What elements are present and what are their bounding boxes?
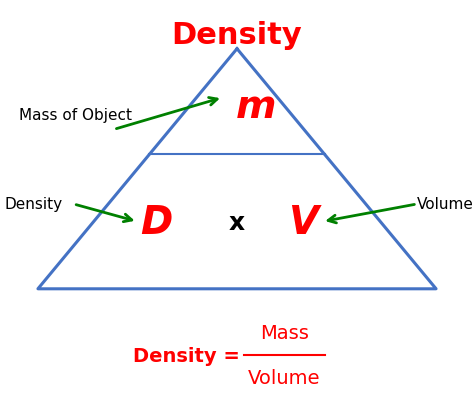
Text: Density: Density [172,21,302,50]
Text: Mass: Mass [260,323,309,342]
Text: m: m [236,88,276,125]
Text: x: x [229,210,245,234]
Text: D: D [140,203,173,241]
Text: Density: Density [5,197,63,212]
Text: Volume: Volume [417,197,474,212]
Text: Mass of Object: Mass of Object [19,108,132,123]
Text: Density =: Density = [133,346,246,365]
Text: V: V [288,203,319,241]
Text: Volume: Volume [248,368,320,387]
